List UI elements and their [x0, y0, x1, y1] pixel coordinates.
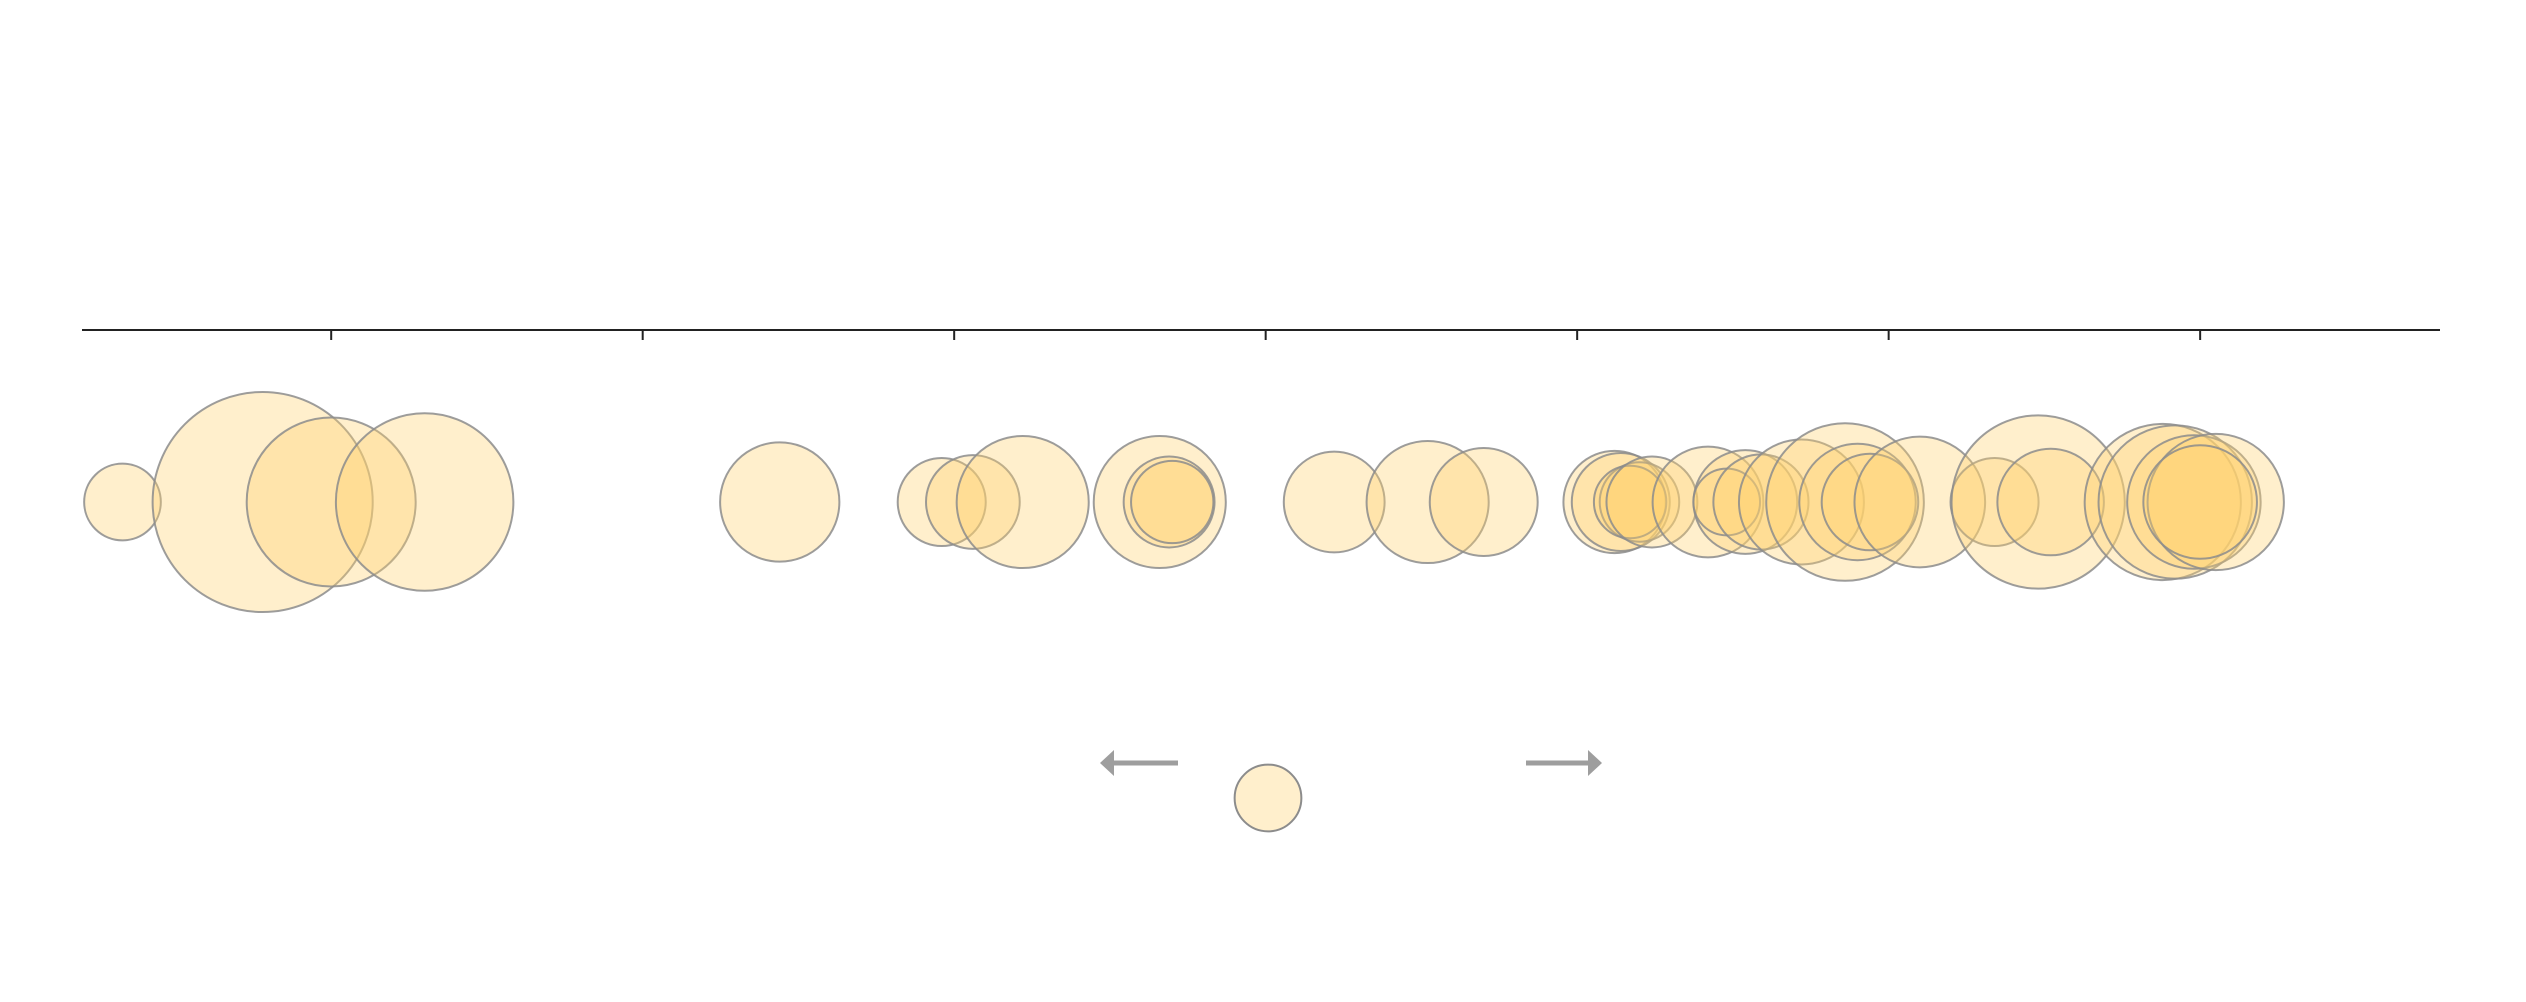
bubble-point — [2142, 444, 2258, 560]
legend-bubble — [1233, 763, 1303, 833]
bubble-point — [1282, 450, 1386, 554]
bubble-series — [83, 390, 2285, 614]
bubble-point — [1820, 452, 1920, 552]
legend — [1100, 750, 1602, 833]
bubble-point — [2083, 422, 2242, 582]
bubble-point — [719, 441, 841, 563]
bubble-point — [2146, 432, 2285, 572]
bubble-point — [1798, 442, 1917, 562]
bubble-point — [334, 412, 515, 592]
x-axis — [82, 329, 2440, 340]
bubble-point — [1122, 455, 1216, 549]
bubble-point — [1996, 447, 2105, 557]
bubble-point — [1592, 464, 1668, 540]
bubble-point — [2126, 434, 2262, 570]
bubble-point — [1428, 447, 1539, 557]
bubble-point — [1365, 439, 1490, 565]
bubble-point — [2097, 424, 2253, 580]
bubble-point — [1651, 445, 1765, 559]
bubble-point — [1853, 435, 1987, 569]
arrow-left-icon — [1100, 750, 1114, 776]
bubble-point — [955, 434, 1090, 570]
bubble-point — [245, 416, 417, 588]
bubble-point — [83, 462, 162, 542]
arrow-right-icon — [1588, 750, 1602, 776]
bubble-point — [1949, 456, 2040, 548]
bubble-point — [1570, 452, 1671, 552]
bubble-point — [1130, 459, 1215, 545]
bubble-point — [1092, 434, 1227, 570]
bubble-point — [896, 456, 987, 548]
bubble-point — [151, 390, 374, 614]
bubble-point — [925, 454, 1021, 550]
bubble-point — [1765, 422, 1925, 582]
